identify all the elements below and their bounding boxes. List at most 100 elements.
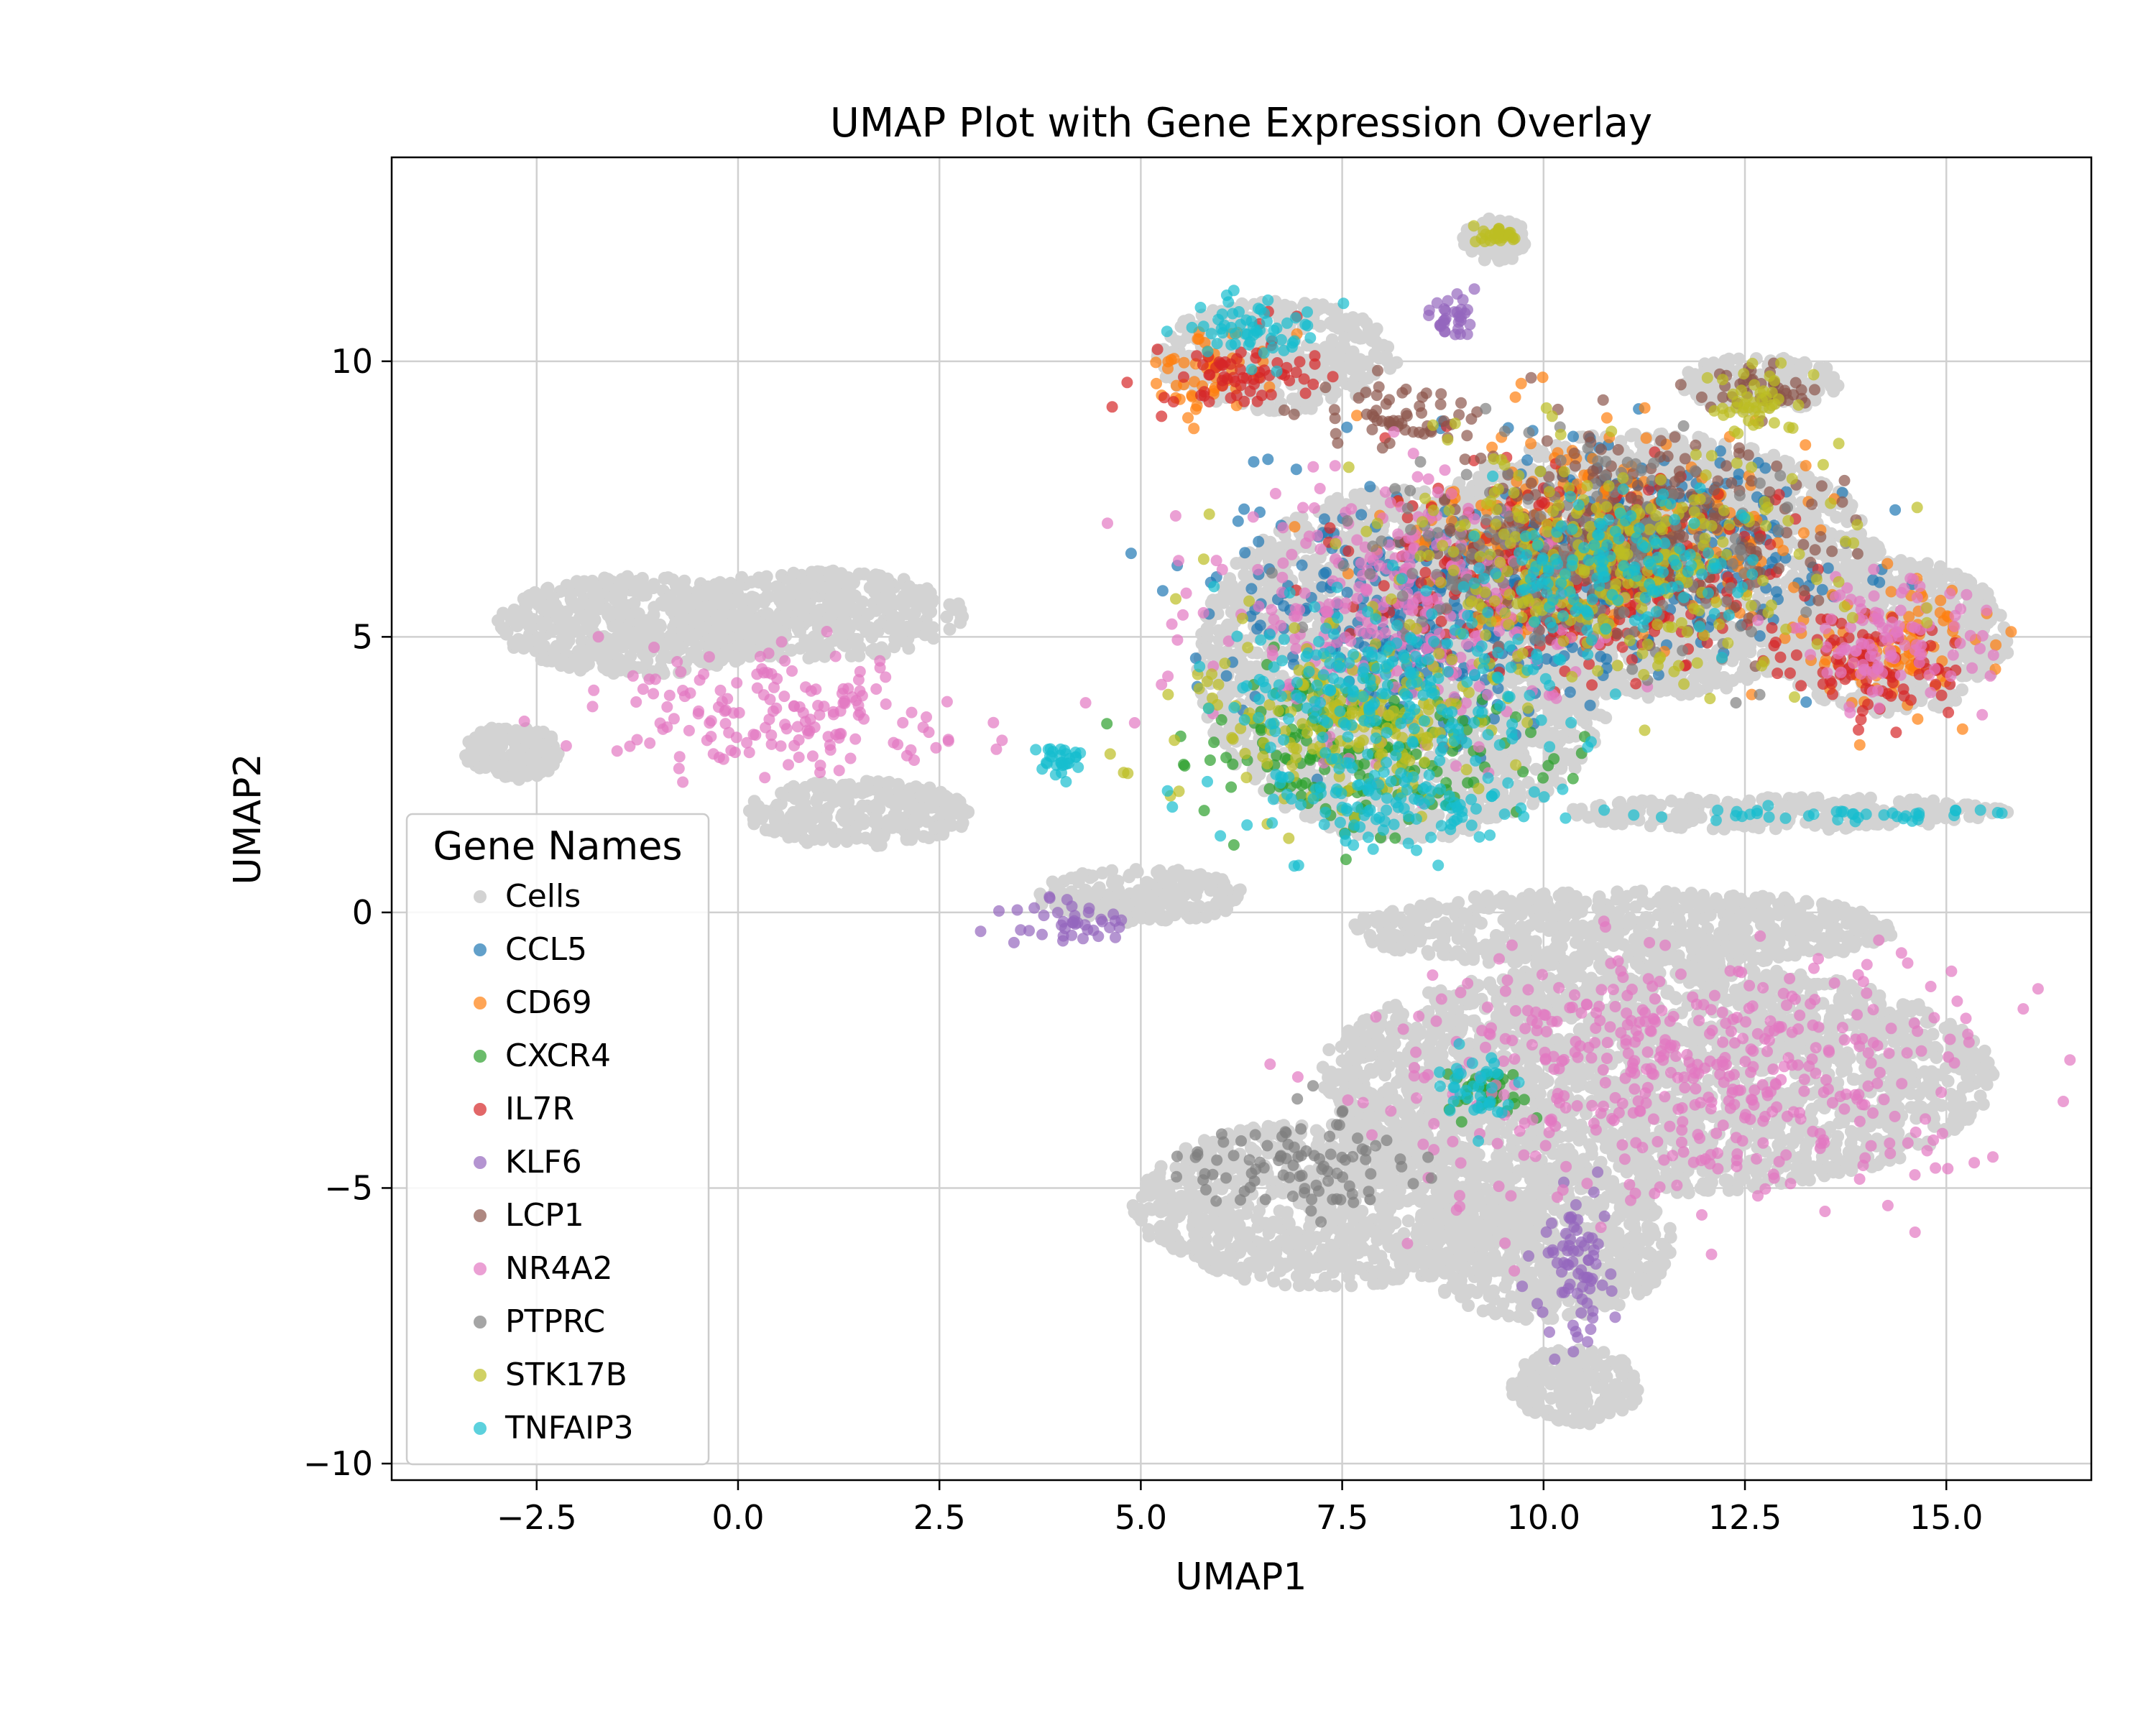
cells-point [538,639,550,652]
cells-point [1189,889,1202,902]
cells-point [612,652,625,665]
cells-point [1576,714,1589,727]
cells-point [658,599,671,611]
cells-point [497,607,510,620]
cells-point [497,623,510,636]
cells-point [1215,596,1228,609]
cells-point [875,642,888,655]
cells-point [863,622,876,634]
cells-point [556,632,569,645]
cells-point [791,622,804,635]
cells-point [673,643,686,656]
cells-point [1131,907,1144,920]
cells-point [907,817,920,830]
cells-point [1554,762,1567,775]
cells-point [847,633,860,646]
cells-point [568,601,581,614]
cells-point [824,565,837,578]
cells-point [568,621,581,634]
cells-point [576,643,589,656]
cells-point [852,804,865,817]
cells-point [1559,747,1572,760]
cells-point [745,576,758,588]
cells-point [747,813,760,826]
cells-point [839,779,852,792]
cells-point [622,608,635,621]
cells-point [654,620,667,633]
cells-point [1238,568,1250,581]
cells-point [748,795,761,808]
cells-point [884,795,897,808]
cells-point [1097,898,1110,911]
cells-point [872,592,885,605]
cells-point [676,623,689,636]
cells-point [888,640,900,653]
cells-point [816,776,829,789]
cells-point [720,584,733,597]
cells-point [675,608,688,621]
cells-point [505,749,517,762]
cells-point [648,609,660,622]
cells-point [824,583,837,596]
cells-point [1221,883,1234,896]
cells-point [763,591,775,604]
cells-point [536,619,549,632]
cells-point [799,781,812,794]
cells-point [921,801,934,814]
cells-point [734,596,747,609]
cells-point [1076,867,1089,880]
cells-point [662,571,675,584]
cells-point [943,599,956,611]
cells-point [962,805,975,818]
cells-point [532,737,545,750]
cells-point [1210,897,1223,910]
cells-point [785,583,798,596]
cells-point [797,609,810,622]
cells-point [811,608,824,621]
cells-point [706,583,719,596]
cells-point [483,729,496,742]
cells-point [1079,884,1092,897]
cells-point [1184,912,1197,925]
cells-point [856,596,869,609]
cells-point [528,586,541,599]
cells-point [798,833,811,846]
cells-point [609,583,622,596]
cells-point [837,637,849,650]
cells-point [1172,895,1185,907]
cells-point [787,567,800,580]
cells-point [732,609,745,622]
cells-point [832,624,845,637]
cells-point [800,804,813,817]
cells-point [589,614,602,627]
cells-point [852,831,865,844]
cells-point [1112,883,1125,896]
cells-point [870,828,883,841]
cells-point [760,624,773,637]
cells-point [520,600,533,613]
cells-point [620,622,633,634]
cells-point [802,652,815,665]
cells-point [890,624,903,637]
cells-point [1157,874,1170,887]
cells-point [870,810,883,823]
cells-point [495,734,508,747]
cells-point [917,830,930,843]
cells-point [745,630,757,643]
cells-point [870,604,883,617]
cells-point [840,604,853,617]
cells-point [1569,762,1582,775]
cells-point [563,587,576,600]
cells-point [806,568,819,581]
cells-point [954,616,967,629]
cells-point [1204,884,1217,897]
cells-point [908,626,921,639]
cells-point [1158,888,1171,901]
cells-point [675,580,688,593]
cells-point [812,790,825,803]
cells-point [761,607,774,620]
cells-point [924,606,937,619]
cells-point [957,816,969,829]
cells-point [1526,798,1539,810]
